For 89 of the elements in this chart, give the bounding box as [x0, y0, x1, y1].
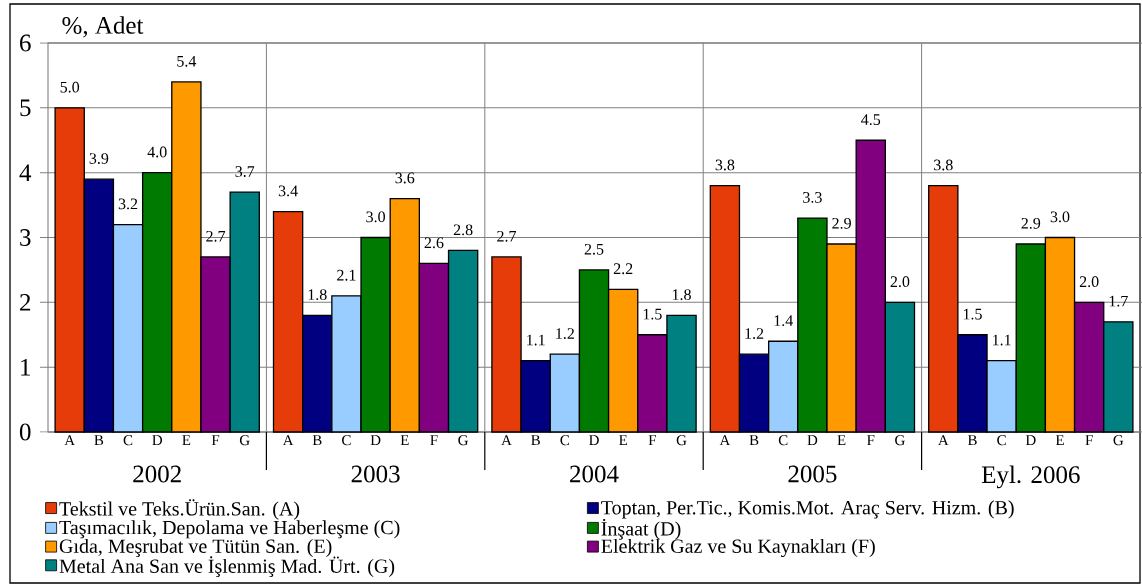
- data-label: 1.1: [993, 334, 1011, 346]
- data-label: 4.5: [861, 114, 881, 126]
- text: D: [152, 435, 163, 446]
- data-label: 2.5: [584, 243, 604, 255]
- x-tick-label: 2004: [570, 465, 619, 483]
- data-label: 3.6: [395, 172, 415, 184]
- text: E: [400, 435, 409, 446]
- legend-label: İnşaat (D): [601, 518, 681, 540]
- text: A: [501, 435, 512, 446]
- text: G: [239, 435, 250, 446]
- x-tick-label: 2005: [788, 465, 837, 483]
- text: A: [719, 435, 731, 446]
- text: F: [211, 435, 220, 446]
- text: E: [837, 435, 846, 446]
- text: B: [94, 435, 104, 446]
- text: A: [282, 435, 294, 446]
- x-tick-label: 2002: [133, 465, 181, 483]
- data-label: 1.7: [1109, 295, 1128, 307]
- data-label: 4.0: [147, 146, 167, 158]
- data-label: 2.9: [832, 217, 851, 229]
- text: F: [867, 435, 875, 446]
- text: B: [531, 435, 540, 446]
- data-label: 2.8: [453, 224, 473, 236]
- data-label: 3.9: [89, 153, 109, 164]
- data-label: 1.2: [745, 328, 764, 339]
- data-label: 3.8: [934, 159, 953, 171]
- data-label: 1.5: [963, 308, 982, 320]
- data-label: 2.0: [890, 276, 910, 288]
- data-label: 5.4: [177, 55, 197, 67]
- text: E: [1055, 435, 1064, 446]
- x-tick-label: Eyl. 2006: [981, 465, 1080, 489]
- y-tick-label: 3: [20, 229, 31, 246]
- y-tick-label: 2: [20, 294, 31, 311]
- text: E: [619, 435, 627, 446]
- legend-label: Taşımacılık, Depolama ve Haberleşme (C): [59, 520, 400, 539]
- y-tick-label: 5: [20, 99, 31, 117]
- text: E: [182, 435, 191, 446]
- text: F: [1085, 435, 1093, 446]
- text: C: [342, 435, 351, 446]
- data-label: 1.8: [672, 289, 691, 301]
- text: C: [123, 435, 133, 446]
- y-tick-label: 0: [19, 423, 31, 441]
- data-label: 5.0: [60, 81, 80, 93]
- data-label: 1.5: [643, 308, 662, 320]
- data-label: 2.2: [613, 263, 633, 275]
- text: G: [458, 435, 469, 446]
- y-tick-label: 6: [20, 34, 31, 52]
- text: B: [312, 435, 322, 446]
- data-label: 1.2: [556, 328, 574, 339]
- text: D: [807, 435, 818, 446]
- data-label: 2.7: [206, 230, 226, 242]
- text: B: [749, 435, 759, 446]
- text: D: [370, 435, 381, 446]
- x-tick-label: 2003: [351, 465, 400, 483]
- y-tick-label: 1: [21, 358, 30, 376]
- text: G: [1113, 435, 1124, 446]
- data-label: 1.4: [774, 315, 793, 327]
- data-label: 3.0: [1050, 211, 1070, 223]
- text: D: [1025, 435, 1036, 446]
- legend-label: Toptan, Per.Tic., Komis.Mot. Araç Serv. Hizm. (B): [601, 500, 1014, 519]
- text: C: [997, 435, 1006, 446]
- data-label: 2.9: [1021, 217, 1041, 229]
- data-label: 3.4: [278, 185, 298, 197]
- data-label: 1.1: [527, 334, 545, 346]
- data-label: 3.3: [803, 192, 822, 203]
- data-label: 3.7: [235, 166, 255, 177]
- data-label: 2.1: [337, 269, 356, 281]
- y-axis-title: %, Adet: [62, 16, 144, 38]
- text: G: [676, 435, 687, 446]
- text: B: [967, 435, 977, 446]
- data-label: 3.8: [715, 159, 735, 171]
- data-label: 3.2: [118, 198, 138, 210]
- y-tick-label: 4: [19, 164, 32, 181]
- legend-label: Elektrik Gaz ve Su Kaynakları (F): [601, 538, 875, 558]
- data-label: 2.0: [1079, 276, 1099, 288]
- text: D: [589, 435, 599, 446]
- text: G: [895, 435, 905, 446]
- text: A: [938, 435, 949, 446]
- data-label: 1.8: [308, 289, 327, 301]
- text: A: [64, 435, 75, 446]
- text: C: [560, 435, 570, 446]
- data-label: 2.6: [424, 237, 444, 249]
- data-label: 2.7: [497, 230, 517, 242]
- data-label: 3.0: [366, 211, 385, 223]
- legend-label: Tekstil ve Teks.Ürün.San. (A): [59, 499, 300, 520]
- text: C: [778, 435, 788, 446]
- legend-label: Metal Ana San ve İşlenmiş Mad. Ürt. (G): [59, 556, 395, 578]
- text: F: [648, 435, 656, 446]
- text: F: [430, 435, 438, 446]
